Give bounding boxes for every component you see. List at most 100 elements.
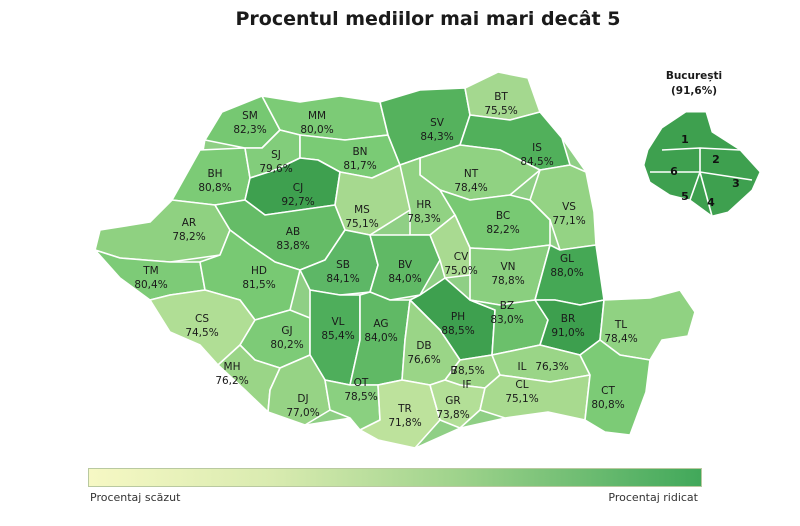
county-code: MH xyxy=(224,361,241,373)
county-value: 75,1% xyxy=(345,218,378,230)
county-value: 85,4% xyxy=(321,330,354,342)
county-value: 75,1% xyxy=(505,393,538,405)
county-value: 76,6% xyxy=(407,354,440,366)
county-code: NT xyxy=(464,168,479,180)
county-value: 81,7% xyxy=(343,160,376,172)
county-code: TM xyxy=(142,265,158,277)
county-value: 71,8% xyxy=(388,417,421,429)
bucharest-value: (91,6%) xyxy=(671,85,717,97)
county-value: 76,3% xyxy=(535,361,568,373)
county-code: MS xyxy=(354,204,370,216)
county-code: IS xyxy=(532,142,542,154)
county-code: HR xyxy=(416,199,431,211)
county-code: SM xyxy=(242,110,258,122)
county-value: 84,3% xyxy=(420,131,453,143)
county-value: 76,2% xyxy=(215,375,248,387)
bucharest-name: București xyxy=(666,70,722,82)
county-value: 74,5% xyxy=(185,327,218,339)
county-value: 91,0% xyxy=(551,327,584,339)
county-code: DB xyxy=(416,340,431,352)
county-code: B xyxy=(450,365,457,377)
county-value: 78,5% xyxy=(451,365,484,377)
county-value: 84,5% xyxy=(520,156,553,168)
county-AR xyxy=(94,199,231,263)
county-code: CT xyxy=(601,385,615,397)
county-DJ xyxy=(267,354,331,426)
county-code: CJ xyxy=(293,182,303,194)
county-code: AG xyxy=(373,318,388,330)
county-OT xyxy=(324,379,381,431)
county-value: 82,3% xyxy=(233,124,266,136)
county-code: CL xyxy=(515,379,528,391)
county-value: 78,5% xyxy=(344,391,377,403)
county-value: 82,2% xyxy=(486,224,519,236)
county-code: AR xyxy=(182,217,196,229)
county-value: 80,8% xyxy=(591,399,624,411)
county-value: 88,5% xyxy=(441,325,474,337)
county-value: 78,4% xyxy=(454,182,487,194)
bucharest-inset: București (91,6%) 1 2 3 4 5 6 xyxy=(643,70,761,217)
county-value: 77,1% xyxy=(552,215,585,227)
county-value: 80,4% xyxy=(134,279,167,291)
county-code: VS xyxy=(562,201,576,213)
county-value: 77,0% xyxy=(286,407,319,419)
county-value: 83,8% xyxy=(276,240,309,252)
county-code: GR xyxy=(445,395,460,407)
county-code: AB xyxy=(286,226,300,238)
county-code: MM xyxy=(308,110,326,122)
county-value: 75,5% xyxy=(484,105,517,117)
county-value: 84,0% xyxy=(364,332,397,344)
county-code: GL xyxy=(560,253,574,265)
county-value: 84,0% xyxy=(388,273,421,285)
county-value: 92,7% xyxy=(281,196,314,208)
bucharest-sector-4: 4 xyxy=(707,196,715,209)
county-code: BV xyxy=(398,259,413,271)
county-code: BN xyxy=(352,146,367,158)
bucharest-sector-5: 5 xyxy=(681,190,689,203)
bucharest-sector-2: 2 xyxy=(712,153,720,166)
county-code: CV xyxy=(454,251,469,263)
county-code: BZ xyxy=(500,300,514,312)
county-code: BC xyxy=(496,210,510,222)
county-code: TL xyxy=(614,319,627,331)
county-value: 88,0% xyxy=(550,267,583,279)
county-code: TR xyxy=(397,403,412,415)
bucharest-sector-1: 1 xyxy=(681,133,689,146)
county-value: 78,8% xyxy=(491,275,524,287)
county-code: IL xyxy=(518,361,527,373)
county-value: 80,8% xyxy=(198,182,231,194)
county-value: 75,0% xyxy=(444,265,477,277)
bucharest-sector-6: 6 xyxy=(670,165,678,178)
county-code: HD xyxy=(251,265,267,277)
county-code: CS xyxy=(195,313,209,325)
county-value: 83,0% xyxy=(490,314,523,326)
bucharest-sector-3: 3 xyxy=(732,177,740,190)
map-title: Procentul mediilor mai mari decât 5 xyxy=(235,8,621,30)
county-labels: SM 82,3% MM 80,0% BT 75,5% SV 84,3% BN 8… xyxy=(134,91,637,429)
county-value: 78,2% xyxy=(172,231,205,243)
legend-gradient-bar xyxy=(88,468,702,487)
legend-high-label: Procentaj ridicat xyxy=(608,491,698,504)
county-code: BT xyxy=(494,91,508,103)
county-value: 78,3% xyxy=(407,213,440,225)
county-value: 73,8% xyxy=(436,409,469,421)
county-code: IF xyxy=(462,379,471,391)
county-code: GJ xyxy=(281,325,292,337)
county-code: BR xyxy=(561,313,576,325)
county-code: DJ xyxy=(297,393,308,405)
county-code: SV xyxy=(430,117,445,129)
county-value: 84,1% xyxy=(326,273,359,285)
county-code: BH xyxy=(207,168,222,180)
county-TR xyxy=(359,379,441,449)
county-value: 80,0% xyxy=(300,124,333,136)
legend-low-label: Procentaj scăzut xyxy=(90,491,181,504)
bucharest-outline xyxy=(643,111,761,217)
county-value: 78,4% xyxy=(604,333,637,345)
county-value: 81,5% xyxy=(242,279,275,291)
county-CT xyxy=(579,339,651,436)
county-code: VN xyxy=(500,261,515,273)
county-code: OT xyxy=(354,377,369,389)
county-code: SJ xyxy=(271,149,281,161)
county-code: PH xyxy=(451,311,465,323)
